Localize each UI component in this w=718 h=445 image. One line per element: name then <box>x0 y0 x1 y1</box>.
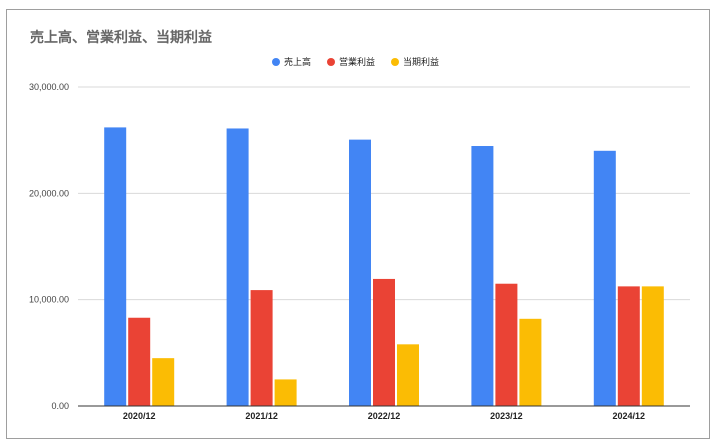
bar-2021-12-series-1 <box>250 290 273 406</box>
x-axis-ticks: 2020/12 2021/12 2022/12 2023/12 2024/12 <box>123 411 645 421</box>
x-tick-label: 2022/12 <box>368 411 401 421</box>
legend-marker <box>391 58 399 66</box>
bar-2021-12-series-2 <box>274 379 297 406</box>
bar-2022-12-series-1 <box>373 278 395 406</box>
legend-label: 売上高 <box>284 56 311 68</box>
y-tick-label: 10,000.00 <box>29 295 69 305</box>
x-tick-label: 2023/12 <box>490 411 523 421</box>
x-tick-label: 2024/12 <box>613 411 646 421</box>
bar-2023-12-series-0 <box>471 146 494 406</box>
bars <box>104 127 664 406</box>
bar-2024-12-series-0 <box>593 150 616 406</box>
bar-2020-12-series-1 <box>128 317 151 406</box>
legend-label: 当期利益 <box>403 56 439 68</box>
bar-2023-12-series-2 <box>519 318 542 406</box>
y-axis-ticks: 0.00 10,000.00 20,000.00 30,000.00 <box>29 82 69 411</box>
chart-title: 売上高、営業利益、当期利益 <box>30 30 212 46</box>
bar-2020-12-series-2 <box>152 358 175 406</box>
bar-2024-12-series-1 <box>617 286 640 406</box>
legend-marker <box>272 58 280 66</box>
y-tick-label: 0.00 <box>51 401 69 411</box>
bar-2024-12-series-2 <box>641 286 664 406</box>
bar-2021-12-series-0 <box>226 128 249 406</box>
y-tick-label: 30,000.00 <box>29 82 69 92</box>
bar-2022-12-series-2 <box>397 344 419 406</box>
x-tick-label: 2020/12 <box>123 411 156 421</box>
legend-marker <box>327 58 335 66</box>
legend: 売上高 営業利益 当期利益 <box>272 56 439 68</box>
x-tick-label: 2021/12 <box>245 411 278 421</box>
y-tick-label: 20,000.00 <box>29 188 69 198</box>
bar-2022-12-series-0 <box>349 139 371 406</box>
legend-label: 営業利益 <box>339 56 375 68</box>
bar-2020-12-series-0 <box>104 127 127 406</box>
bar-2023-12-series-1 <box>495 283 518 406</box>
